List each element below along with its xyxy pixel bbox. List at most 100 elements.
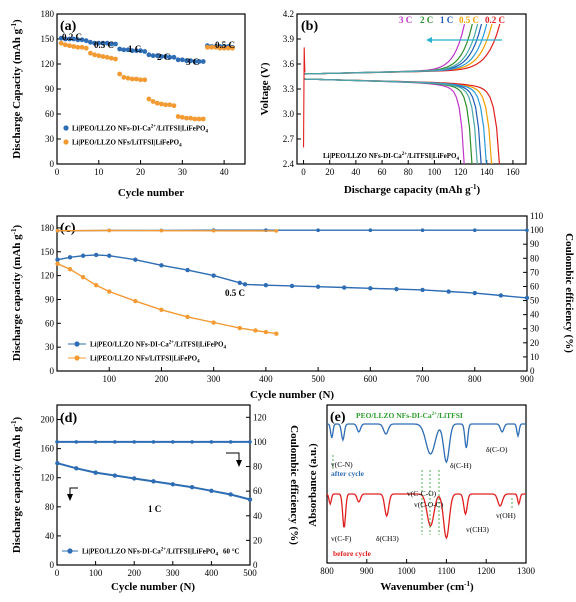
b-ytick-label-3: 3.3 [283, 84, 295, 94]
c-capacity-point-s0-7 [185, 267, 190, 273]
c-ytick-right-label-10: 100 [530, 225, 544, 235]
c-capacity-line-1 [57, 263, 277, 335]
d-capacity-point-5 [151, 479, 156, 484]
legend-a-label-1: Li|PEO/LLZO NFs/LiTFSI|LiFePO4 [72, 139, 182, 149]
b-ytick-label-2: 3.0 [283, 109, 295, 119]
a-point-s0-15 [121, 47, 127, 53]
panel-d-rate-label: 1 C [148, 504, 161, 514]
a-point-s0-8 [92, 40, 97, 46]
legend-b-02c: 0.2 C [485, 15, 505, 25]
panel-a-label: (a) [60, 19, 77, 34]
a-point-s1-28 [175, 114, 181, 119]
legend-b-05c: 0.5 C [459, 15, 479, 25]
a-point-s1-38 [217, 45, 223, 51]
a-point-s1-31 [188, 115, 194, 121]
a-point-s1-9 [96, 53, 102, 59]
b-xtick-label-2: 40 [351, 167, 361, 177]
b-xtick-label-7: 140 [480, 167, 494, 177]
panel-d-label: (d) [60, 411, 77, 426]
panel-e-guides [332, 455, 513, 535]
a-point-s1-0 [58, 40, 64, 46]
a-point-s1-40 [225, 45, 231, 51]
c-ce-point-s0-7 [420, 228, 425, 233]
panel-b-frame [296, 13, 527, 165]
d-ce-point-4 [132, 440, 136, 444]
d-ce-point-1 [74, 440, 79, 444]
a-point-s1-29 [179, 114, 185, 120]
d-ytick-label-1: 40 [45, 531, 55, 541]
panel-d-ylabel-right: Coulombic efficiency (%) [288, 425, 300, 545]
peak-label-oh: v(OH) [496, 511, 516, 520]
a-point-s0-3 [71, 36, 77, 42]
a-point-s0-1 [62, 36, 68, 42]
d-xtick-label-5: 500 [243, 568, 257, 578]
d-ce-point-10 [248, 440, 252, 444]
a-point-s1-11 [104, 54, 110, 60]
panel-d-arrow-right-head [236, 460, 242, 467]
a-point-s0-26 [167, 54, 173, 60]
label-after-cycle: after cycle [331, 469, 365, 478]
rate-label-a-2: 1 C [128, 44, 141, 54]
a-point-s1-36 [209, 44, 214, 50]
series-before-cycle [326, 493, 526, 540]
b-xtick-label-4: 80 [404, 167, 414, 177]
c-ce-point-s0-5 [316, 228, 320, 233]
a-point-s0-14 [117, 46, 123, 52]
c-ytick-label-0: 0 [50, 366, 55, 376]
a-point-s1-32 [192, 116, 198, 122]
c-ytick-right-label-1: 10 [530, 352, 540, 362]
a-point-s1-34 [200, 116, 206, 122]
a-point-s1-24 [159, 101, 164, 107]
c-capacity-point-s0-9 [237, 280, 242, 285]
panel-a: (a) Cycle number Discharge Capacity (mAh… [10, 9, 246, 199]
c-ytick-right-label-9: 90 [530, 239, 540, 249]
c-capacity-point-s0-20 [498, 293, 504, 298]
c-ce-point-s1-1 [107, 228, 112, 233]
b-xtick-label-5: 100 [428, 167, 442, 177]
a-point-s1-5 [79, 44, 85, 50]
b-discharge-curve-6 [303, 78, 478, 164]
c-capacity-point-s0-17 [420, 287, 425, 293]
a-point-s1-6 [83, 45, 89, 51]
d-capacity-point-0 [55, 460, 60, 466]
panel-d-frame [56, 404, 251, 566]
a-point-s0-6 [83, 38, 89, 44]
c-xtick-label-1: 200 [155, 374, 169, 384]
panel-c-frame [56, 215, 528, 372]
a-ytick-label-6: 180 [41, 9, 55, 19]
a-point-s1-22 [150, 99, 156, 104]
panel-e-xlabel: Wavenumber (cm-1) [380, 580, 474, 593]
c-capacity-point-s1-10 [253, 328, 258, 333]
c-ytick-label-5: 150 [41, 247, 55, 257]
legend-a-marker-1 [63, 139, 69, 145]
a-point-s0-22 [150, 53, 156, 59]
c-xtick-label-0: 100 [102, 374, 116, 384]
c-xtick-label-6: 700 [416, 374, 430, 384]
panel-c-ylabel-right: Coulombic efficiency (%) [563, 233, 575, 353]
rate-label-a-3: 2 C [157, 52, 170, 62]
peak-label-cn: v(C-N) [331, 460, 353, 469]
b-initial-spike [302, 47, 306, 148]
b-xtick-label-1: 20 [325, 167, 335, 177]
a-point-s1-16 [125, 75, 131, 81]
a-point-s1-1 [62, 42, 68, 48]
c-ce-point-s1-4 [274, 229, 279, 233]
a-ytick-label-1: 30 [45, 134, 55, 144]
a-point-s1-25 [163, 102, 169, 108]
c-ytick-right-label-5: 50 [530, 296, 540, 306]
c-ytick-label-3: 90 [45, 294, 55, 304]
c-xtick-label-5: 600 [364, 374, 378, 384]
a-point-s1-15 [121, 74, 127, 80]
c-capacity-point-s0-0 [55, 257, 60, 262]
d-ytick-label-5: 200 [41, 415, 55, 425]
panel-c-xlabel: Cycle number (N) [250, 389, 334, 401]
d-ce-point-3 [113, 440, 117, 444]
c-ytick-label-1: 30 [45, 342, 55, 352]
d-xtick-label-4: 400 [205, 568, 219, 578]
a-point-s0-2 [67, 36, 72, 42]
a-point-s0-29 [179, 57, 185, 63]
a-point-s1-30 [184, 115, 189, 121]
c-capacity-point-s0-15 [368, 286, 373, 291]
a-point-s1-14 [117, 71, 123, 77]
a-point-s1-41 [230, 45, 235, 51]
